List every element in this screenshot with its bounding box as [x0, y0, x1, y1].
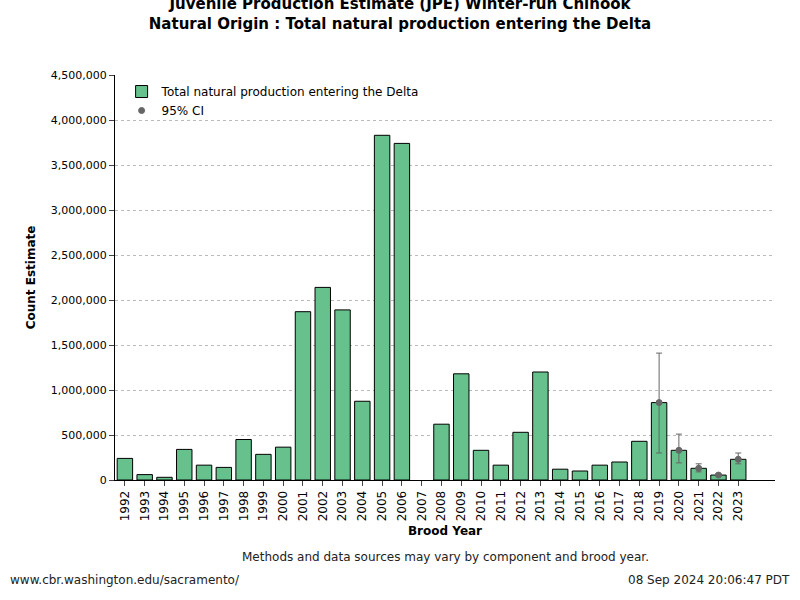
svg-text:2009: 2009: [454, 491, 468, 522]
svg-text:Total natural production enter: Total natural production entering the De…: [161, 85, 419, 99]
svg-text:Count Estimate: Count Estimate: [24, 226, 38, 330]
svg-text:1,500,000: 1,500,000: [51, 339, 107, 352]
svg-text:2013: 2013: [533, 491, 547, 522]
svg-text:95% CI: 95% CI: [162, 104, 204, 118]
svg-text:2002: 2002: [316, 491, 330, 522]
svg-text:1993: 1993: [138, 491, 152, 522]
svg-text:2014: 2014: [553, 491, 567, 522]
svg-text:Methods and data sources may v: Methods and data sources may vary by com…: [242, 550, 649, 564]
svg-text:2023: 2023: [731, 491, 745, 522]
svg-text:4,000,000: 4,000,000: [51, 114, 107, 127]
svg-text:1994: 1994: [157, 491, 171, 522]
svg-text:1996: 1996: [197, 491, 211, 522]
svg-text:2020: 2020: [672, 491, 686, 522]
svg-text:1992: 1992: [118, 491, 132, 522]
svg-text:Brood Year: Brood Year: [408, 524, 482, 538]
svg-text:1999: 1999: [256, 491, 270, 522]
svg-text:2022: 2022: [711, 491, 725, 522]
svg-text:08 Sep 2024 20:06:47 PDT: 08 Sep 2024 20:06:47 PDT: [628, 573, 790, 587]
svg-text:500,000: 500,000: [61, 429, 107, 442]
svg-text:2,500,000: 2,500,000: [51, 249, 107, 262]
svg-text:2012: 2012: [514, 491, 528, 522]
svg-text:1,000,000: 1,000,000: [51, 384, 107, 397]
svg-text:2007: 2007: [415, 491, 429, 522]
svg-text:2015: 2015: [573, 491, 587, 522]
svg-text:2,000,000: 2,000,000: [51, 294, 107, 307]
svg-text:2017: 2017: [612, 491, 626, 522]
svg-text:2018: 2018: [632, 491, 646, 522]
svg-text:1995: 1995: [177, 491, 191, 522]
svg-text:2006: 2006: [395, 491, 409, 522]
svg-text:2011: 2011: [494, 491, 508, 522]
svg-text:2003: 2003: [335, 491, 349, 522]
svg-text:2001: 2001: [296, 491, 310, 522]
svg-text:Juvenile Production Estimate (: Juvenile Production Estimate (JPE) Winte…: [149, 0, 651, 33]
svg-text:0: 0: [100, 474, 107, 487]
svg-text:2016: 2016: [593, 491, 607, 522]
svg-text:3,000,000: 3,000,000: [51, 204, 107, 217]
svg-text:4,500,000: 4,500,000: [51, 69, 107, 82]
svg-text:1998: 1998: [237, 491, 251, 522]
svg-text:2019: 2019: [652, 491, 666, 522]
svg-text:3,500,000: 3,500,000: [51, 159, 107, 172]
svg-text:1997: 1997: [217, 491, 231, 522]
svg-text:2021: 2021: [692, 491, 706, 522]
svg-text:2005: 2005: [375, 491, 389, 522]
svg-text:2000: 2000: [276, 491, 290, 522]
svg-text:2008: 2008: [434, 491, 448, 522]
svg-text:2010: 2010: [474, 491, 488, 522]
svg-text:2004: 2004: [355, 491, 369, 522]
svg-text:www.cbr.washington.edu/sacrame: www.cbr.washington.edu/sacramento/: [10, 573, 240, 587]
